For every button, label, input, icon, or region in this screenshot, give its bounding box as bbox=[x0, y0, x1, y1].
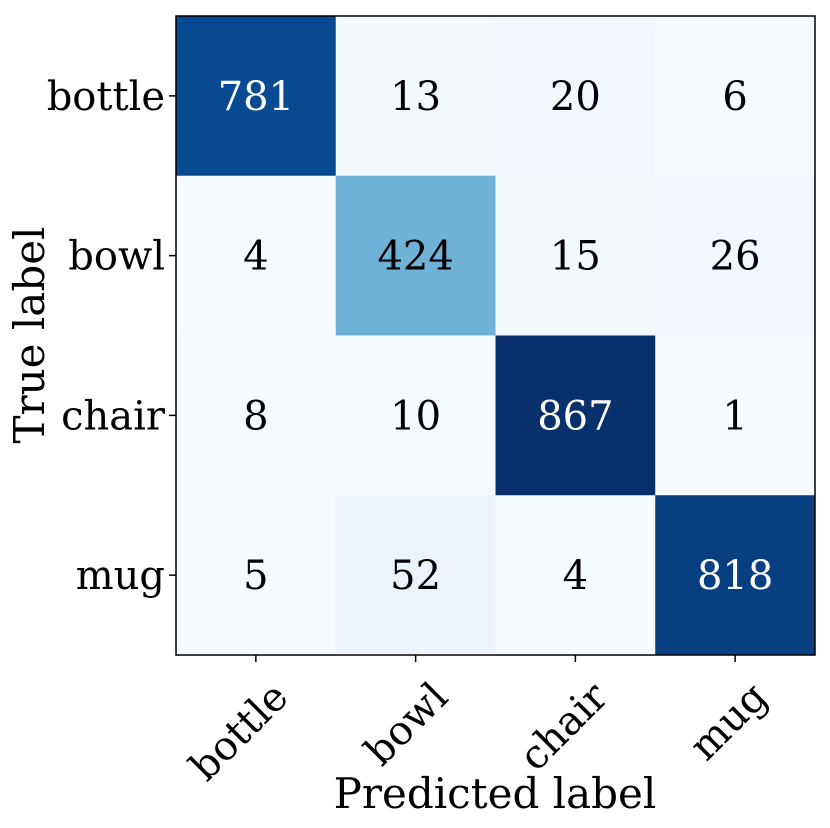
heatmap-cell-chair-bottle bbox=[176, 335, 337, 496]
cell-value-chair-chair: 867 bbox=[537, 393, 613, 439]
y-tick-label-bottle: bottle bbox=[47, 74, 165, 120]
cell-value-bottle-chair: 20 bbox=[550, 74, 601, 120]
heatmap-cell-chair-bowl bbox=[335, 335, 496, 496]
heatmap-cell-bottle-bottle bbox=[176, 16, 337, 177]
heatmap-cell-bottle-mug bbox=[655, 16, 816, 177]
x-tick-label-bottle: bottle bbox=[181, 674, 297, 790]
y-axis-label: True label bbox=[5, 227, 54, 444]
cell-value-bottle-mug: 6 bbox=[722, 74, 747, 120]
heatmap-cell-mug-bottle bbox=[176, 495, 337, 656]
cell-value-chair-bottle: 8 bbox=[243, 393, 268, 439]
cell-value-bowl-chair: 15 bbox=[550, 234, 601, 280]
heatmap-cell-chair-chair bbox=[495, 335, 656, 496]
y-tick-label-mug: mug bbox=[76, 553, 165, 599]
heatmap-cell-chair-mug bbox=[655, 335, 816, 496]
heatmap-cell-bottle-chair bbox=[495, 16, 656, 177]
heatmap-cell-bowl-bottle bbox=[176, 175, 337, 336]
cell-value-chair-bowl: 10 bbox=[390, 393, 441, 439]
cell-value-bowl-bottle: 4 bbox=[243, 234, 268, 280]
plot-frame bbox=[175, 15, 816, 656]
cell-value-mug-bottle: 5 bbox=[243, 553, 268, 599]
cell-value-bottle-bottle: 781 bbox=[218, 74, 294, 120]
x-tick-label-chair: chair bbox=[511, 673, 618, 780]
heatmap-cell-bottle-bowl bbox=[335, 16, 496, 177]
axis-ticks bbox=[169, 95, 736, 662]
heatmap-cell-mug-bowl bbox=[335, 495, 496, 656]
heatmap-cell-mug-chair bbox=[495, 495, 656, 656]
cell-value-bowl-bowl: 424 bbox=[377, 234, 453, 280]
cell-value-chair-mug: 1 bbox=[722, 393, 747, 439]
heatmap-cell-bowl-mug bbox=[655, 175, 816, 336]
cell-value-mug-mug: 818 bbox=[697, 553, 773, 599]
cell-value-bottle-bowl: 13 bbox=[390, 74, 441, 120]
y-tick-label-chair: chair bbox=[61, 393, 166, 439]
cell-value-mug-chair: 4 bbox=[563, 553, 588, 599]
heatmap-cells bbox=[176, 16, 816, 656]
y-tick-label-bowl: bowl bbox=[68, 234, 165, 280]
heatmap-cell-bowl-bowl bbox=[335, 175, 496, 336]
heatmap-cell-mug-mug bbox=[655, 495, 816, 656]
cell-value-bowl-mug: 26 bbox=[710, 234, 761, 280]
heatmap-cell-labels: 781 13 20 64 424 15 268 10 867 15 52 4 818 bbox=[218, 74, 774, 599]
cell-value-mug-bowl: 52 bbox=[390, 553, 441, 599]
x-tick-label-mug: mug bbox=[681, 674, 777, 770]
x-tick-label-bowl: bowl bbox=[356, 674, 457, 775]
heatmap-cell-bowl-chair bbox=[495, 175, 656, 336]
x-axis-label: Predicted label bbox=[334, 769, 657, 818]
